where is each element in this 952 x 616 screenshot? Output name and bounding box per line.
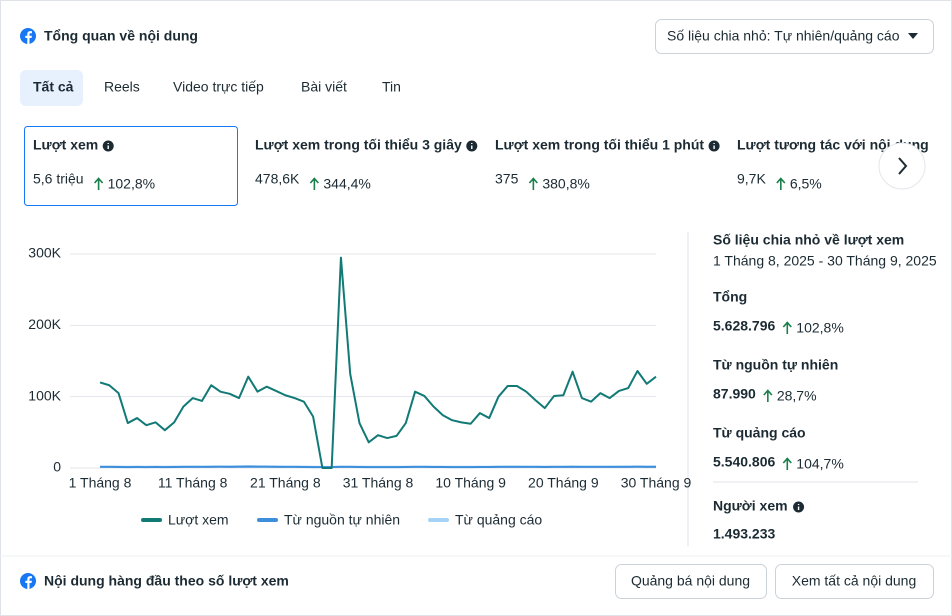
page-title: Tổng quan về nội dung xyxy=(44,28,198,44)
info-icon xyxy=(102,140,114,152)
x-tick-label: 10 Tháng 9 xyxy=(435,475,506,491)
info-icon xyxy=(793,501,805,513)
metric-label: Lượt xem xyxy=(33,137,98,153)
up-arrow-icon xyxy=(309,177,319,190)
y-tick-label: 0 xyxy=(53,459,61,475)
breakdown-title: Số liệu chia nhỏ về lượt xem xyxy=(713,232,904,248)
facebook-icon xyxy=(20,28,36,44)
footer-button[interactable]: Quảng bá nội dung xyxy=(615,564,767,599)
button-bg xyxy=(775,564,934,599)
breakdown-label: Từ nguồn tự nhiên xyxy=(713,357,838,373)
metric-card[interactable]: Lượt xem 5,6 triệu 102,8% xyxy=(33,137,155,192)
breakdown-lines xyxy=(0,232,952,557)
tab[interactable]: Tất cả xyxy=(33,79,74,95)
metric-card[interactable]: Lượt xem trong tối thiểu 3 giây 478,6K 344… xyxy=(255,137,462,192)
breakdown-dropdown[interactable]: Số liệu chia nhỏ: Tự nhiên/quảng cáo xyxy=(655,19,934,54)
metric-label: Lượt xem trong tối thiểu 3 giây xyxy=(255,137,462,153)
x-tick-label: 1 Tháng 8 xyxy=(69,475,132,491)
legend-label: Từ nguồn tự nhiên xyxy=(284,512,400,528)
metric-label: Lượt tương tác với nội dung xyxy=(737,137,929,153)
footer-button[interactable]: Xem tất cả nội dung xyxy=(775,564,934,599)
next-chevron xyxy=(898,157,908,175)
x-tick-label: 21 Tháng 8 xyxy=(250,475,321,491)
breakdown-change: 28,7% xyxy=(777,388,817,404)
metric-change: 102,8% xyxy=(108,176,155,192)
breakdown-value: 87.990 xyxy=(713,386,756,402)
x-tick-label: 31 Tháng 8 xyxy=(343,475,414,491)
info-icon xyxy=(466,140,478,152)
breakdown-label: Tổng xyxy=(713,289,747,305)
viewers-value: 1.493.233 xyxy=(713,526,775,542)
info-icon xyxy=(708,140,720,152)
breakdown-change: 104,7% xyxy=(796,456,843,472)
dropdown-label: Số liệu chia nhỏ: Tự nhiên/quảng cáo xyxy=(667,28,900,44)
metric-value: 9,7K xyxy=(737,171,766,187)
y-tick-label: 200K xyxy=(28,316,61,332)
breakdown-value: 5.540.806 xyxy=(713,454,775,470)
series-line xyxy=(99,256,657,469)
metric-change: 6,5% xyxy=(790,176,822,192)
metric-value: 5,6 triệu xyxy=(33,171,84,187)
metric-card[interactable]: Lượt xem trong tối thiểu 1 phút 375 380,8% xyxy=(495,137,704,192)
viewers-label: Người xem xyxy=(713,498,788,514)
x-tick-label: 30 Tháng 9 xyxy=(621,475,692,491)
next-button[interactable] xyxy=(878,142,926,190)
metric-change: 380,8% xyxy=(542,176,589,192)
breakdown-value: 5.628.796 xyxy=(713,318,775,334)
next-button-bg xyxy=(878,142,926,190)
tab[interactable]: Tin xyxy=(382,79,401,95)
button-label: Quảng bá nội dung xyxy=(631,573,750,589)
up-arrow-icon xyxy=(763,389,773,402)
up-arrow-icon xyxy=(776,177,786,190)
breakdown-label: Từ quảng cáo xyxy=(713,425,806,441)
metric-card[interactable]: Lượt tương tác với nội dung 9,7K 6,5% xyxy=(737,137,929,192)
selected-metric-card xyxy=(24,126,238,206)
tab[interactable]: Video trực tiếp xyxy=(173,79,264,95)
section-title: Nội dung hàng đầu theo số lượt xem xyxy=(44,573,289,589)
x-tick-label: 20 Tháng 9 xyxy=(528,475,599,491)
button-bg xyxy=(615,564,767,599)
up-arrow-icon xyxy=(528,177,538,190)
tab[interactable]: Reels xyxy=(104,79,140,95)
y-tick-label: 300K xyxy=(28,245,61,261)
up-arrow-icon xyxy=(782,321,792,334)
x-tick-label: 11 Tháng 8 xyxy=(158,475,228,491)
legend-label: Từ quảng cáo xyxy=(455,512,542,528)
facebook-icon xyxy=(20,573,36,589)
legend-label: Lượt xem xyxy=(168,512,229,528)
active-tab-bg xyxy=(20,70,83,106)
up-arrow-icon xyxy=(93,177,104,190)
button-label: Xem tất cả nội dung xyxy=(792,573,917,589)
tab[interactable]: Bài viết xyxy=(301,79,347,95)
up-arrow-icon xyxy=(782,457,792,470)
metric-value: 375 xyxy=(495,171,519,187)
metric-change: 344,4% xyxy=(323,176,370,192)
metric-value: 478,6K xyxy=(255,171,300,187)
breakdown-change: 102,8% xyxy=(796,320,843,336)
date-range: 1 Tháng 8, 2025 - 30 Tháng 9, 2025 xyxy=(713,253,937,269)
y-tick-label: 100K xyxy=(28,387,61,403)
metric-label: Lượt xem trong tối thiểu 1 phút xyxy=(495,137,704,153)
